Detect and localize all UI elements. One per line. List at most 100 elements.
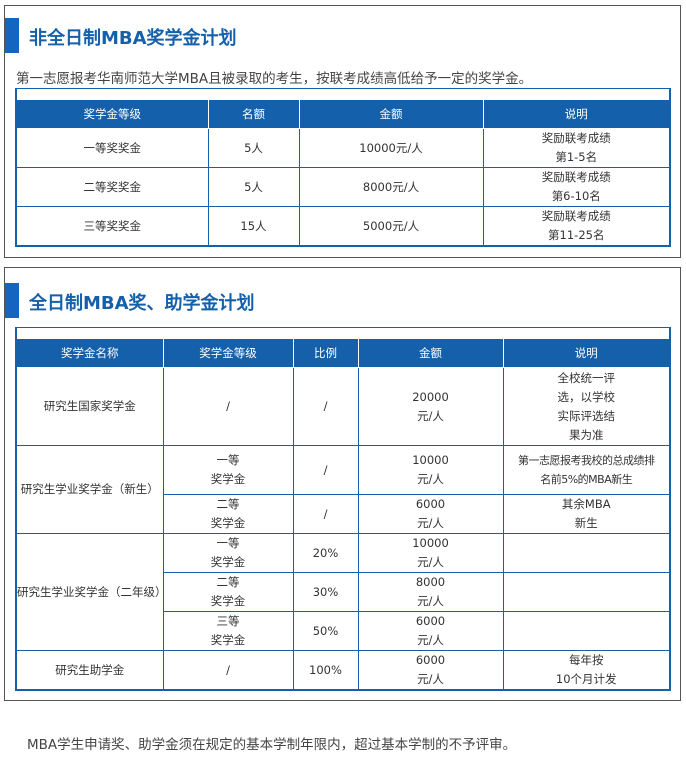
cell: 5人 [207,167,300,207]
cell-line: 6000 [415,497,446,511]
cell-line: 元/人 [417,516,444,530]
cell-line: 奖学金 [210,594,246,608]
cell: / [162,650,294,691]
cell: 奖励联考成绩 第11-25名 [482,206,671,247]
table-row: 二等奖学金 / 6000 元/人 其余MBA 新生 [16,494,671,534]
table-row: 一等奖奖金 5人 10000元/人 奖励联考成绩 第1-5名 [15,128,671,168]
cell: 20000 元/人 [357,367,504,446]
cell: 全校统一评 选，以学校 实际评选结 果为准 [502,367,671,446]
cell: 8000 元/人 [357,572,504,612]
section-heading: 全日制MBA奖、助学金计划 [5,283,680,318]
cell-line: 元/人 [417,633,444,647]
cell-line: 奖励联考成绩 [541,170,611,184]
footer-note: MBA学生申请奖、助学金须在规定的基本学制年限内，超过基本学制的不予评审。 [27,737,517,753]
cell: 一等奖奖金 [15,128,209,168]
cell: 二等 奖学金 [162,494,294,534]
cell-line: 其余MBA [561,497,611,511]
section-heading: 非全日制MBA奖学金计划 [5,18,680,53]
cell-line: 第一志愿报考我校的总成绩排 [518,454,655,467]
cell: 6000 元/人 [357,494,504,534]
cell: 10000元/人 [298,128,484,168]
col-header: 金额 [298,100,484,129]
heading-accent-bar [5,283,19,318]
cell-line: 20000 [412,389,449,404]
col-header: 奖学金等级 [15,100,209,129]
cell-line: 元/人 [417,672,444,686]
cell: 研究生学业奖学金（新生） [15,445,164,534]
table-row: 二等奖学金 30% 8000 元/人 [16,572,671,612]
cell: 5人 [207,128,300,168]
table-row: 三等奖学金 50% 6000 元/人 [16,611,671,651]
intro-text: 第一志愿报考华南师范大学MBA且被录取的考生，按联考成绩高低给予一定的奖学金。 [16,71,533,87]
cell [502,611,671,651]
cell-line: 三等 [216,614,240,628]
cell: 三等 奖学金 [162,611,294,651]
cell: 研究生国家奖学金 [15,367,164,446]
table-header: 奖学金等级 名额 金额 说明 [15,100,671,129]
cell-line: 元/人 [417,472,444,486]
cell-line: 实际评选结 [557,408,616,423]
cell: 15人 [207,206,300,247]
cell-line: 选，以学校 [557,389,616,404]
cell: 50% [292,611,359,651]
cell-line: 6000 [415,653,446,667]
cell-line: 第1-5名 [555,150,598,164]
cell: 奖励联考成绩 第1-5名 [482,128,671,168]
cell: 8000元/人 [298,167,484,207]
cell-line: 10个月计发 [555,672,617,686]
cell: / [292,494,359,534]
cell-line: 8000 [415,575,446,589]
cell: / [292,445,359,495]
cell: 其余MBA 新生 [502,494,671,534]
cell-line: 元/人 [417,594,444,608]
table-header: 奖学金名称 奖学金等级 比例 金额 说明 [15,339,671,368]
cell: 5000元/人 [298,206,484,247]
nonfulltime-table: 奖学金等级 名额 金额 说明 一等奖奖金 5人 10000元/人 奖励联考成绩第… [15,88,671,247]
section-title: 全日制MBA奖、助学金计划 [29,293,255,314]
cell: 30% [292,572,359,612]
section-title: 非全日制MBA奖学金计划 [29,28,237,49]
cell-line: 10000 [412,453,449,467]
cell-line: 奖学金 [210,555,246,569]
cell: 研究生学业奖学金（二年级） [15,533,167,651]
table-row: 研究生学业奖学金（二年级） 一等 奖学金 20% 10000 元/人 [15,533,671,651]
cell: 10000 元/人 [357,445,504,495]
cell-line: 名前5%的MBA新生 [540,473,633,486]
col-header: 说明 [502,339,671,368]
table-row: 二等奖奖金 5人 8000元/人 奖励联考成绩 第6-10名 [15,167,671,207]
cell-line: 奖励联考成绩 [541,209,611,223]
cell-line: 6000 [415,614,446,628]
cell: 每年按 10个月计发 [502,650,671,691]
cell: 研究生助学金 [15,650,164,691]
cell: / [292,367,359,446]
cell: 二等奖奖金 [15,167,209,207]
col-header: 奖学金名称 [15,339,164,368]
cell-line: 奖学金 [210,472,246,486]
table-row: 研究生助学金 / 100% 6000 元/人 每年按 10个月计发 [15,650,671,691]
cell-line: 第11-25名 [548,228,605,242]
cell-line: 二等 [216,575,240,589]
cell [502,572,671,612]
col-header: 金额 [357,339,504,368]
cell-line: 二等 [216,497,240,511]
heading-accent-bar [5,18,19,53]
cell: 奖励联考成绩 第6-10名 [482,167,671,207]
cell: 三等奖奖金 [15,206,209,247]
cell: 一等 奖学金 [162,445,294,495]
cell-line: 一等 [216,453,240,467]
cell-line: 10000 [412,536,449,550]
cell-line: 奖学金 [210,516,246,530]
cell: / [162,367,294,446]
cell-line: 奖学金 [210,633,246,647]
col-header: 名额 [207,100,300,129]
table-row: 研究生国家奖学金 / / 20000 元/人 全校统一评 选，以学校 实际评选结 果为准 [15,367,671,446]
col-header: 比例 [292,339,359,368]
cell-line: 果为准 [569,427,604,442]
cell-line: 奖励联考成绩 [541,131,611,145]
col-header: 奖学金等级 [162,339,294,368]
fulltime-table: 奖学金名称 奖学金等级 比例 金额 说明 研究生国家奖学金 / / 20000 元… [15,327,671,691]
cell-line: 一等 [216,536,240,550]
cell-line: 元/人 [417,408,444,423]
section-nonfulltime: 非全日制MBA奖学金计划 第一志愿报考华南师范大学MBA且被录取的考生，按联考成… [4,5,681,258]
table-row: 三等奖奖金 15人 5000元/人 奖励联考成绩 第11-25名 [15,206,671,247]
